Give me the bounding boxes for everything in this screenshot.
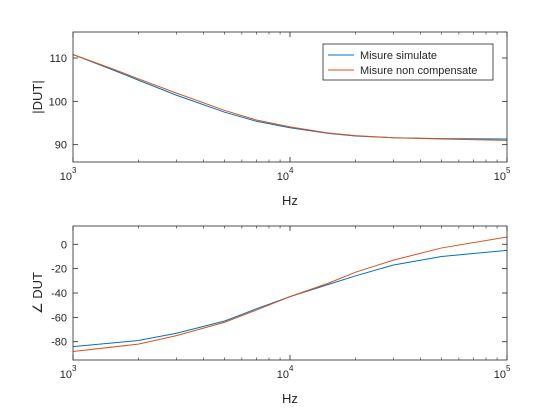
magnitude-y-tick-label-2: 110	[49, 53, 67, 65]
phase-y-tick-label-2: -40	[51, 288, 67, 300]
magnitude-x-tick-label-0: 10	[60, 171, 72, 183]
phase-y-tick-label-4: 0	[61, 239, 67, 251]
legend-label-misure-non-compensate: Misure non compensate	[360, 65, 477, 77]
magnitude-y-axis-label: |DUT|	[30, 80, 45, 113]
phase-x-tick-exponent-2: 5	[506, 364, 511, 373]
phase-x-axis-label: Hz	[282, 391, 298, 406]
legend-box	[322, 43, 494, 81]
phase-x-tick-label-1: 10	[277, 369, 289, 381]
phase-x-tick-exponent-1: 4	[289, 364, 294, 373]
magnitude-x-axis-label: Hz	[282, 193, 298, 208]
phase-y-tick-label-0: -80	[51, 337, 67, 349]
magnitude-series-layer	[72, 54, 508, 141]
magnitude-series-misure-non-compensate	[72, 54, 508, 141]
phase-axes-box	[72, 225, 508, 361]
magnitude-x-tick-exponent-2: 5	[506, 166, 511, 175]
magnitude-x-tick-label-2: 10	[494, 171, 506, 183]
magnitude-x-tick-label-1: 10	[277, 171, 289, 183]
phase-x-tick-label-0: 10	[60, 369, 72, 381]
phase-y-tick-label-3: -20	[51, 264, 67, 276]
magnitude-y-tick-label-0: 90	[55, 140, 67, 152]
phase-y-tick-label-1: -60	[51, 312, 67, 324]
legend: Misure simulate Misure non compensate	[322, 43, 494, 81]
phase-series-orange	[72, 236, 508, 352]
magnitude-x-tick-exponent-0: 3	[72, 166, 77, 175]
magnitude-y-tick-label-1: 100	[49, 96, 67, 108]
phase-x-tick-exponent-0: 3	[72, 364, 77, 373]
phase-x-tick-label-2: 10	[494, 369, 506, 381]
phase-series-layer	[72, 236, 508, 352]
legend-label-misure-simulate: Misure simulate	[360, 50, 437, 62]
magnitude-x-tick-exponent-1: 4	[289, 166, 294, 175]
phase-y-axis-label: ∠ DUT	[30, 272, 45, 314]
magnitude-axes-box	[72, 31, 508, 163]
